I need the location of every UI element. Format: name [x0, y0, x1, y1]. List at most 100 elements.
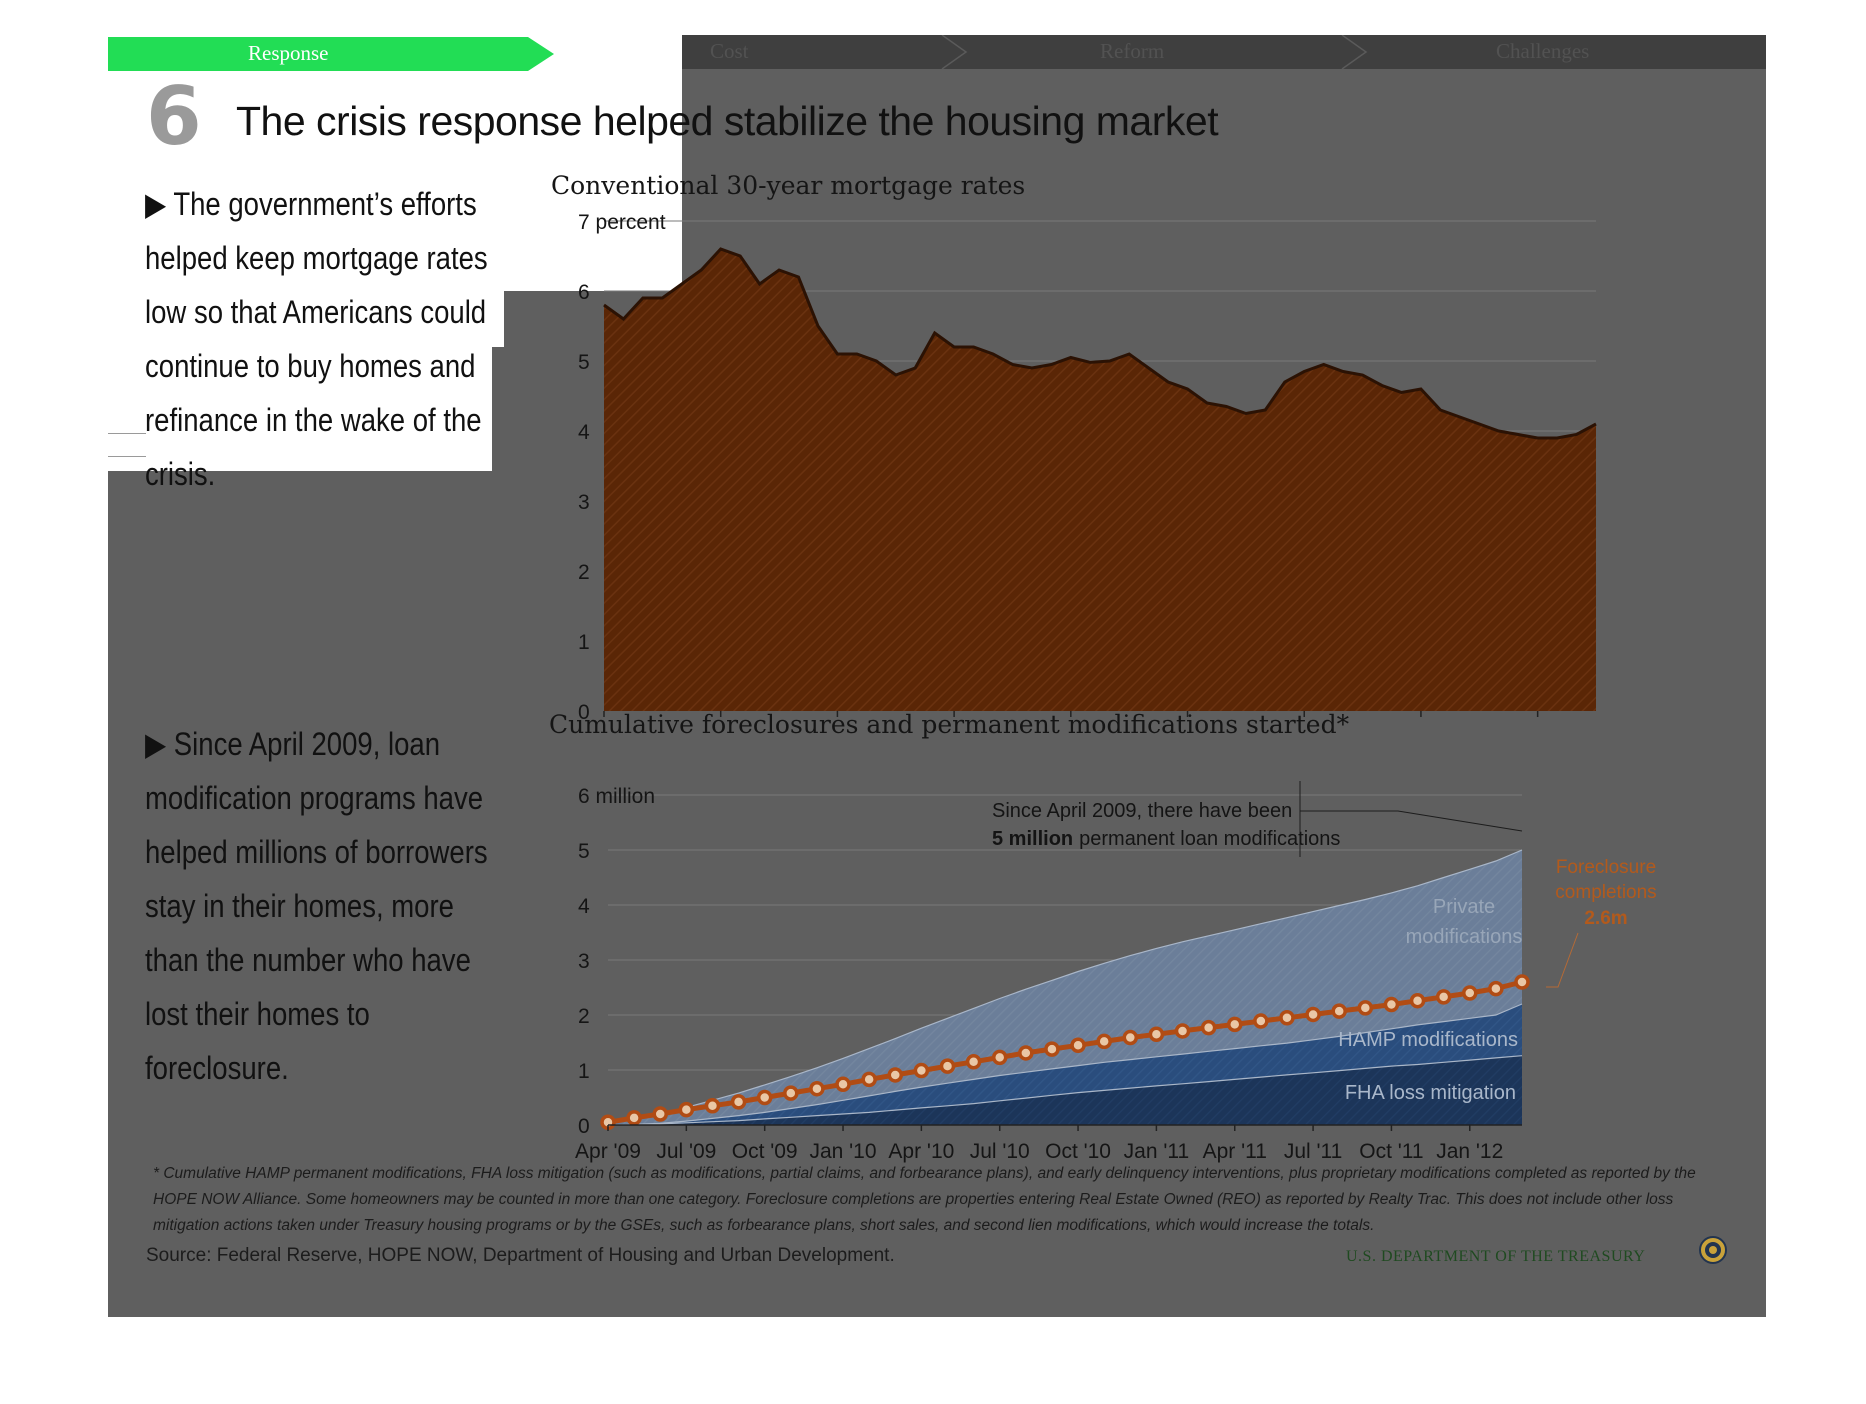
foreclosure-point [652, 1106, 668, 1122]
divider-rule [108, 433, 146, 434]
foreclosure-point [1226, 1016, 1243, 1033]
rate-line [603, 247, 1597, 440]
y-tick-label: 0 [578, 1115, 590, 1138]
slide-number: 6 [146, 70, 202, 163]
y-tick-label: 4 [578, 421, 590, 444]
y-tick-label: 4 [578, 895, 590, 918]
foreclosure-point [887, 1067, 904, 1083]
callout-line2: 5 million permanent loan modifications [992, 828, 1340, 850]
foreclosure-point [835, 1076, 851, 1093]
foreclosure-point [1174, 1023, 1191, 1039]
fha-loss-mitigation-area [608, 1055, 1522, 1125]
white-panel-notch [492, 291, 504, 347]
x-tick-label: Oct '09 [732, 1140, 798, 1163]
foreclosure-leader [1546, 932, 1579, 988]
chevron-right-icon [941, 35, 968, 69]
foreclosure-point [1253, 1013, 1269, 1029]
hamp-edge [607, 1003, 1523, 1126]
foreclosure-point [1122, 1029, 1139, 1046]
foreclosure-point [1331, 1003, 1347, 1019]
x-tick-label: Jul '11 [1284, 1140, 1343, 1163]
section-nav: Response Cost Reform Challenges [108, 35, 1766, 71]
x-tick-label: Jul '09 [656, 1140, 716, 1163]
foreclosure-point [965, 1054, 982, 1070]
x-tick-label: Apr '11 [1203, 1140, 1267, 1163]
source-note: Source: Federal Reserve, HOPE NOW, Depar… [146, 1245, 895, 1266]
y-tick-label: 6 million [578, 785, 655, 808]
foreclosure-point [704, 1098, 721, 1114]
foreclosure-label: Foreclosure [1556, 857, 1656, 878]
foreclosure-point [626, 1110, 642, 1126]
foreclosure-point [809, 1080, 825, 1097]
hamp-modifications-area [608, 1004, 1522, 1125]
foreclosure-point [756, 1089, 773, 1106]
foreclosure-point [1357, 1000, 1374, 1016]
foreclosure-point [1383, 996, 1400, 1013]
y-tick-label: 2 [578, 561, 590, 584]
rate-area [604, 249, 1596, 711]
white-panel [108, 35, 682, 291]
nav-tab-response[interactable] [108, 37, 554, 71]
y-tick-label: 1 [578, 631, 590, 654]
foreclosure-modification-chart: 0 1 2 3 4 5 6 million Apr '09 Jul '09 Oct '09 Jan … [575, 781, 1657, 1163]
x-tick-label: Apr '09 [575, 1140, 641, 1163]
chevron-right-icon [1341, 35, 1368, 69]
treasury-seal-icon [1699, 1236, 1727, 1264]
x-tick-label: Oct '10 [1045, 1140, 1111, 1163]
triangle-bullet-icon: ▶ [145, 726, 167, 762]
y-tick-label: 7 percent [578, 211, 666, 234]
x-tick-label: Jan '10 [809, 1140, 876, 1163]
x-tick-label: Jan '11 [1124, 1140, 1190, 1163]
divider-rule [108, 456, 146, 457]
paragraph-loan-modifications: ▶ Since April 2009, loan modification pr… [145, 717, 489, 1095]
foreclosure-point [1148, 1026, 1165, 1042]
foreclosure-point [939, 1058, 956, 1074]
hamp-label: HAMP modifications [1338, 1029, 1518, 1051]
foreclosure-point [1514, 974, 1530, 990]
y-tick-label: 3 [578, 950, 590, 973]
nav-tab-response-label[interactable]: Response [248, 41, 329, 65]
triangle-bullet-icon: ▶ [145, 186, 167, 222]
x-tick-label: Oct '11 [1359, 1140, 1423, 1163]
foreclosure-point [1070, 1037, 1086, 1053]
foreclosure-point [991, 1049, 1008, 1066]
foreclosure-point [1409, 992, 1426, 1009]
agency-name: U.S. DEPARTMENT OF THE TREASURY [1346, 1248, 1646, 1265]
nav-tab-cost[interactable]: Cost [710, 39, 749, 63]
private-modifications-area [608, 850, 1522, 1125]
paragraph-mortgage-rates-text: The government’s efforts helped keep mor… [145, 186, 488, 492]
foreclosure-point [783, 1085, 799, 1101]
foreclosure-point [861, 1071, 877, 1088]
callout-bold: 5 million [992, 828, 1073, 850]
y-tick-label: 2 [578, 1005, 590, 1028]
foreclosure-point [1044, 1041, 1060, 1057]
foreclosure-point [913, 1062, 930, 1079]
callout-line1: Since April 2009, there have been [992, 800, 1292, 822]
foreclosure-point [1018, 1045, 1034, 1061]
slide-title: The crisis response helped stabilize the… [236, 98, 1219, 144]
y-tick-label: 6 [578, 281, 590, 304]
y-tick-label: 5 [578, 351, 590, 374]
private-label: modifications [1406, 926, 1523, 948]
y-tick-label: 0 [578, 701, 590, 724]
foreclosure-value: 2.6m [1584, 908, 1627, 929]
nav-inactive-bar: Cost Reform Challenges [682, 35, 1766, 69]
y-tick-label: 5 [578, 840, 590, 863]
nav-tab-reform[interactable]: Reform [1100, 39, 1165, 63]
foreclosure-point [1279, 1010, 1295, 1026]
foreclosure-point [678, 1101, 695, 1118]
foreclosure-point [1462, 985, 1478, 1001]
callout-rest: permanent loan modifications [1079, 828, 1340, 850]
callout-leader [1300, 810, 1523, 832]
foreclosure-point [1096, 1033, 1112, 1050]
foreclosure-point [1200, 1019, 1217, 1036]
private-label: Private [1433, 896, 1495, 918]
foreclosure-point [1305, 1006, 1321, 1023]
fha-label: FHA loss mitigation [1345, 1082, 1516, 1104]
foreclosure-label: completions [1555, 882, 1656, 903]
x-tick-label: Jan '12 [1436, 1140, 1503, 1163]
x-tick-label: Jul '10 [970, 1140, 1030, 1163]
foreclosure-point [1435, 989, 1452, 1005]
nav-tab-challenges[interactable]: Challenges [1496, 39, 1590, 63]
